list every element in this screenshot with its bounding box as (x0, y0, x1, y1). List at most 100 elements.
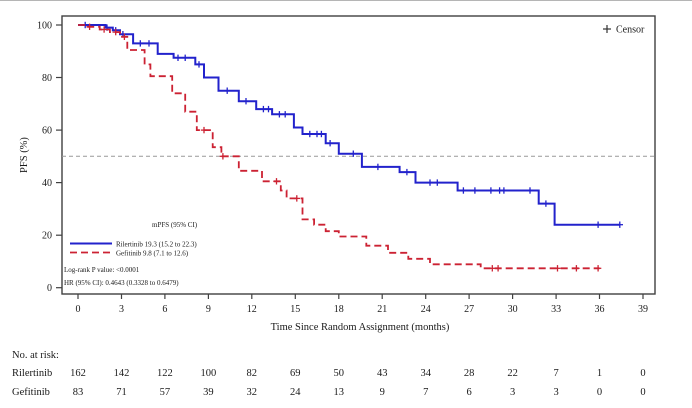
risk-values-layer: 162 142 122 100 82 69 50 43 34 28 22 7 1 083 71 57 39 32 2… (70, 368, 646, 398)
censor-mark-rilertinib (182, 54, 189, 61)
y-tick-label: 100 (37, 21, 52, 32)
censor-mark-rilertinib (326, 140, 334, 147)
risk-value-gefitinib: 57 (160, 387, 171, 398)
x-tick-label: 33 (551, 304, 561, 315)
risk-value-gefitinib: 13 (334, 387, 345, 398)
risk-table-title: No. at risk: (12, 350, 59, 361)
risk-value-rilertinib: 162 (70, 368, 86, 379)
risk-row-label-gefitinib: Gefitinib (12, 387, 50, 398)
censor-mark-gefitinib (86, 23, 93, 30)
y-axis-title: PFS (%) (19, 137, 30, 173)
censor-mark-gefitinib (273, 178, 280, 185)
gefitinib-legend-label: Gefitinib 9.8 (7.1 to 12.6) (116, 250, 189, 258)
risk-value-gefitinib: 83 (73, 387, 84, 398)
risk-value-rilertinib: 22 (507, 368, 518, 379)
censor-mark-rilertinib (242, 98, 250, 105)
x-tick-label: 21 (377, 304, 387, 315)
censor-mark-gefitinib (219, 153, 227, 160)
censor-mark-rilertinib (526, 187, 534, 194)
censor-mark-gefitinib (112, 28, 119, 36)
censor-legend-label: Censor (616, 25, 645, 36)
x-tick-label: 15 (290, 304, 300, 315)
censor-mark-gefitinib (494, 265, 502, 272)
censor-mark-gefitinib (489, 265, 496, 272)
plot-frame (61, 15, 656, 295)
x-tick-label: 9 (206, 304, 211, 315)
risk-row-label-rilertinib: Rilertinib (12, 368, 52, 379)
censor-mark-rilertinib (276, 111, 283, 118)
risk-value-gefitinib: 71 (116, 387, 127, 398)
x-tick-label: 6 (162, 304, 167, 315)
censor-mark-gefitinib (200, 126, 208, 134)
censor-mark-rilertinib (500, 187, 508, 194)
censor-mark-rilertinib (145, 40, 153, 47)
x-tick-label: 12 (247, 304, 257, 315)
censor-legend: Censor (603, 25, 645, 36)
risk-value-rilertinib: 50 (334, 368, 345, 379)
risk-value-rilertinib: 82 (247, 368, 258, 379)
censor-mark-rilertinib (318, 130, 325, 138)
censor-mark-rilertinib (195, 61, 203, 68)
censor-mark-gefitinib (100, 26, 108, 33)
censor-mark-rilertinib (306, 130, 313, 138)
censor-mark-rilertinib (594, 221, 602, 228)
risk-value-rilertinib: 122 (157, 368, 173, 379)
censor-mark-gefitinib (554, 265, 561, 272)
x-tick-label: 27 (464, 304, 474, 315)
risk-value-gefitinib: 3 (553, 387, 558, 398)
x-tick-label: 0 (76, 304, 81, 315)
censor-mark-gefitinib (121, 33, 128, 40)
censor-mark-rilertinib (426, 179, 434, 186)
censor-mark-rilertinib (137, 40, 144, 47)
censor-mark-rilertinib (282, 111, 289, 118)
y-tick-label: 60 (42, 126, 52, 137)
censor-plus-icon (603, 25, 611, 33)
x-tick-label: 36 (595, 304, 605, 315)
y-tick-label: 80 (42, 73, 52, 84)
censor-mark-rilertinib (374, 163, 382, 171)
risk-value-gefitinib: 7 (423, 387, 428, 398)
mpfs-legend: mPFS (95% CI) Rilertinib 19.3 (15.2 to 2… (64, 221, 198, 287)
risk-value-gefitinib: 39 (203, 387, 214, 398)
x-tick-label: 18 (334, 304, 344, 315)
risk-value-rilertinib: 1 (597, 368, 602, 379)
censor-mark-gefitinib (573, 265, 580, 272)
risk-value-rilertinib: 34 (420, 368, 431, 379)
hazard-ratio: HR (95% CI): 0.4643 (0.3328 to 0.6479) (64, 279, 179, 287)
x-axis-title: Time Since Random Assignment (months) (271, 322, 450, 333)
x-tick-label: 39 (638, 304, 648, 315)
censor-mark-rilertinib (471, 187, 479, 194)
censor-mark-rilertinib (460, 187, 467, 194)
risk-value-gefitinib: 0 (597, 387, 602, 398)
censor-mark-rilertinib (434, 179, 441, 186)
censor-mark-rilertinib (350, 150, 357, 157)
x-tick-label: 3 (119, 304, 124, 315)
censor-mark-rilertinib (542, 200, 550, 207)
logrank-p-value: Log-rank P value: <0.0001 (64, 266, 140, 274)
x-tick-label: 30 (508, 304, 518, 315)
risk-value-rilertinib: 43 (377, 368, 388, 379)
risk-value-rilertinib: 0 (640, 368, 645, 379)
censor-mark-rilertinib (403, 168, 411, 176)
censor-mark-rilertinib (616, 221, 623, 228)
risk-value-rilertinib: 142 (114, 368, 130, 379)
x-tick-label: 24 (421, 304, 431, 315)
curves-layer (78, 21, 623, 272)
censor-mark-rilertinib (487, 187, 495, 194)
y-tick-label: 0 (47, 283, 52, 294)
censor-mark-rilertinib (265, 105, 272, 113)
risk-value-gefitinib: 0 (640, 387, 645, 398)
risk-value-gefitinib: 3 (510, 387, 515, 398)
legend-title: mPFS (95% CI) (152, 221, 198, 229)
risk-value-gefitinib: 32 (247, 387, 258, 398)
risk-value-rilertinib: 69 (290, 368, 301, 379)
survival-curve-rilertinib (78, 24, 620, 226)
censor-mark-gefitinib (594, 265, 602, 272)
risk-value-gefitinib: 24 (290, 387, 301, 398)
y-tick-label: 40 (42, 178, 52, 189)
risk-value-gefitinib: 9 (380, 387, 385, 398)
risk-value-rilertinib: 7 (553, 368, 558, 379)
censor-mark-rilertinib (224, 87, 231, 94)
